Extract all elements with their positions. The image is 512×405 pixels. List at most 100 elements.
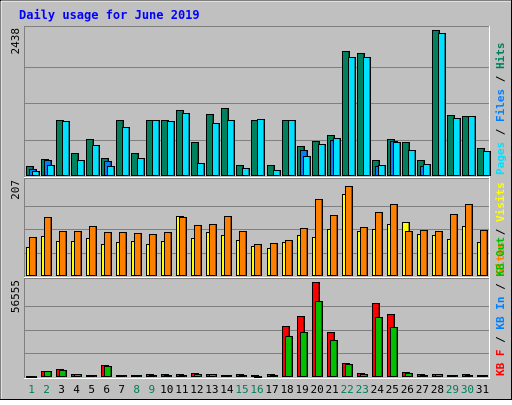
legend-entry-0: Pages — [494, 142, 507, 175]
bar-kb-out-day-22 — [345, 364, 353, 377]
bar-kb-out-day-6 — [104, 366, 112, 377]
bar-kb-out-day-16 — [254, 376, 262, 378]
bar-pages-day-10 — [167, 121, 175, 176]
bar-sites-day-19 — [300, 228, 308, 276]
panel-visits-sites: 207 Sites / Visits — [9, 178, 507, 278]
bar-kb-out-day-10 — [164, 375, 172, 377]
bar-kb-out-day-1 — [29, 376, 37, 378]
bar-sites-day-13 — [209, 224, 217, 276]
bar-pages-day-18 — [288, 120, 296, 176]
bar-kb-out-day-12 — [194, 374, 202, 377]
y-axis-max-label: 207 — [9, 180, 22, 200]
day-label-22: 22 — [341, 383, 354, 396]
day-label-14: 14 — [220, 383, 234, 396]
bar-pages-day-14 — [227, 120, 235, 176]
bar-pages-day-3 — [62, 121, 70, 176]
bar-pages-day-27 — [423, 164, 431, 176]
bar-pages-day-12 — [197, 163, 205, 176]
bar-kb-out-day-9 — [149, 375, 157, 377]
bar-kb-out-day-28 — [435, 374, 443, 377]
bar-sites-day-25 — [390, 204, 398, 276]
day-label-19: 19 — [295, 383, 308, 396]
legend-entry-1: / — [494, 222, 507, 242]
bar-kb-out-day-25 — [390, 327, 398, 377]
day-label-4: 4 — [73, 383, 80, 396]
bar-sites-day-8 — [134, 233, 142, 276]
bar-pages-day-7 — [122, 127, 130, 176]
day-label-13: 13 — [205, 383, 218, 396]
bar-sites-day-12 — [194, 225, 202, 276]
day-label-26: 26 — [401, 383, 414, 396]
panel-legend: KB F / KB In / KB Out — [494, 237, 507, 376]
bar-sites-day-7 — [119, 232, 127, 276]
bar-kb-out-day-23 — [360, 374, 368, 377]
panel-kbytes: 56555 KB F / KB In / KB Out — [9, 237, 507, 379]
day-label-24: 24 — [371, 383, 385, 396]
day-label-16: 16 — [250, 383, 263, 396]
bar-pages-day-20 — [318, 144, 326, 176]
bar-pages-day-9 — [152, 120, 160, 176]
bar-kb-out-day-24 — [375, 317, 383, 377]
bar-pages-day-16 — [257, 119, 265, 176]
bar-kb-out-day-11 — [179, 375, 187, 377]
day-label-8: 8 — [133, 383, 140, 396]
bar-kb-out-day-2 — [44, 371, 52, 377]
bar-kb-out-day-3 — [59, 370, 67, 377]
bar-kb-out-day-26 — [405, 373, 413, 377]
bar-pages-day-11 — [182, 113, 190, 176]
day-label-5: 5 — [88, 383, 95, 396]
panel-legend: Pages / Files / Hits — [494, 43, 507, 176]
bar-pages-day-17 — [273, 170, 281, 176]
bar-sites-day-27 — [420, 230, 428, 276]
bar-pages-day-29 — [453, 118, 461, 176]
x-axis-day-labels: 1 2 3 4 5 6 7 8 9 10 11 12 13 14 15 16 17 18 19 20 21 22 23 24 2… — [28, 383, 489, 396]
bar-pages-day-23 — [363, 57, 371, 176]
legend-entry-0: Sites — [494, 242, 507, 275]
bar-sites-day-29 — [450, 214, 458, 276]
bar-pages-day-19 — [303, 156, 311, 176]
bar-kb-out-day-31 — [480, 375, 488, 377]
bar-pages-day-31 — [483, 151, 491, 176]
day-label-27: 27 — [416, 383, 429, 396]
bar-kb-out-day-14 — [224, 375, 232, 377]
bar-sites-day-9 — [149, 234, 157, 276]
bar-sites-day-31 — [480, 230, 488, 276]
day-label-10: 10 — [160, 383, 173, 396]
bar-sites-day-3 — [59, 231, 67, 276]
bar-pages-day-13 — [212, 123, 220, 176]
bar-sites-day-2 — [44, 217, 52, 276]
legend-entry-2: KB In — [494, 297, 507, 330]
bar-pages-day-6 — [107, 166, 115, 176]
bar-sites-day-4 — [74, 231, 82, 276]
legend-entry-4: KB Out — [494, 237, 507, 277]
bar-sites-day-10 — [164, 232, 172, 276]
panel-background — [24, 278, 490, 379]
bar-sites-day-26 — [405, 231, 413, 276]
day-label-21: 21 — [326, 383, 339, 396]
day-label-30: 30 — [461, 383, 474, 396]
bar-sites-day-18 — [285, 240, 293, 276]
bar-pages-day-26 — [408, 150, 416, 176]
bar-sites-day-15 — [239, 231, 247, 276]
bar-kb-out-day-4 — [74, 374, 82, 377]
bar-kb-out-day-21 — [330, 340, 338, 377]
bar-pages-day-8 — [137, 158, 145, 176]
bar-sites-day-20 — [315, 199, 323, 276]
bar-kb-out-day-8 — [134, 375, 142, 377]
bar-sites-day-23 — [360, 227, 368, 276]
day-label-18: 18 — [280, 383, 293, 396]
bar-sites-day-22 — [345, 186, 353, 276]
bar-kb-out-day-13 — [209, 374, 217, 377]
bar-sites-day-16 — [254, 244, 262, 276]
bar-sites-day-28 — [435, 231, 443, 276]
bar-kb-out-day-18 — [285, 336, 293, 377]
bar-hits-day-12 — [191, 142, 199, 176]
bar-sites-day-14 — [224, 216, 232, 276]
day-label-1: 1 — [28, 383, 35, 396]
legend-entry-2: Files — [494, 89, 507, 122]
day-label-20: 20 — [311, 383, 324, 396]
bar-kb-out-day-17 — [270, 375, 278, 377]
bar-pages-day-25 — [393, 142, 401, 176]
